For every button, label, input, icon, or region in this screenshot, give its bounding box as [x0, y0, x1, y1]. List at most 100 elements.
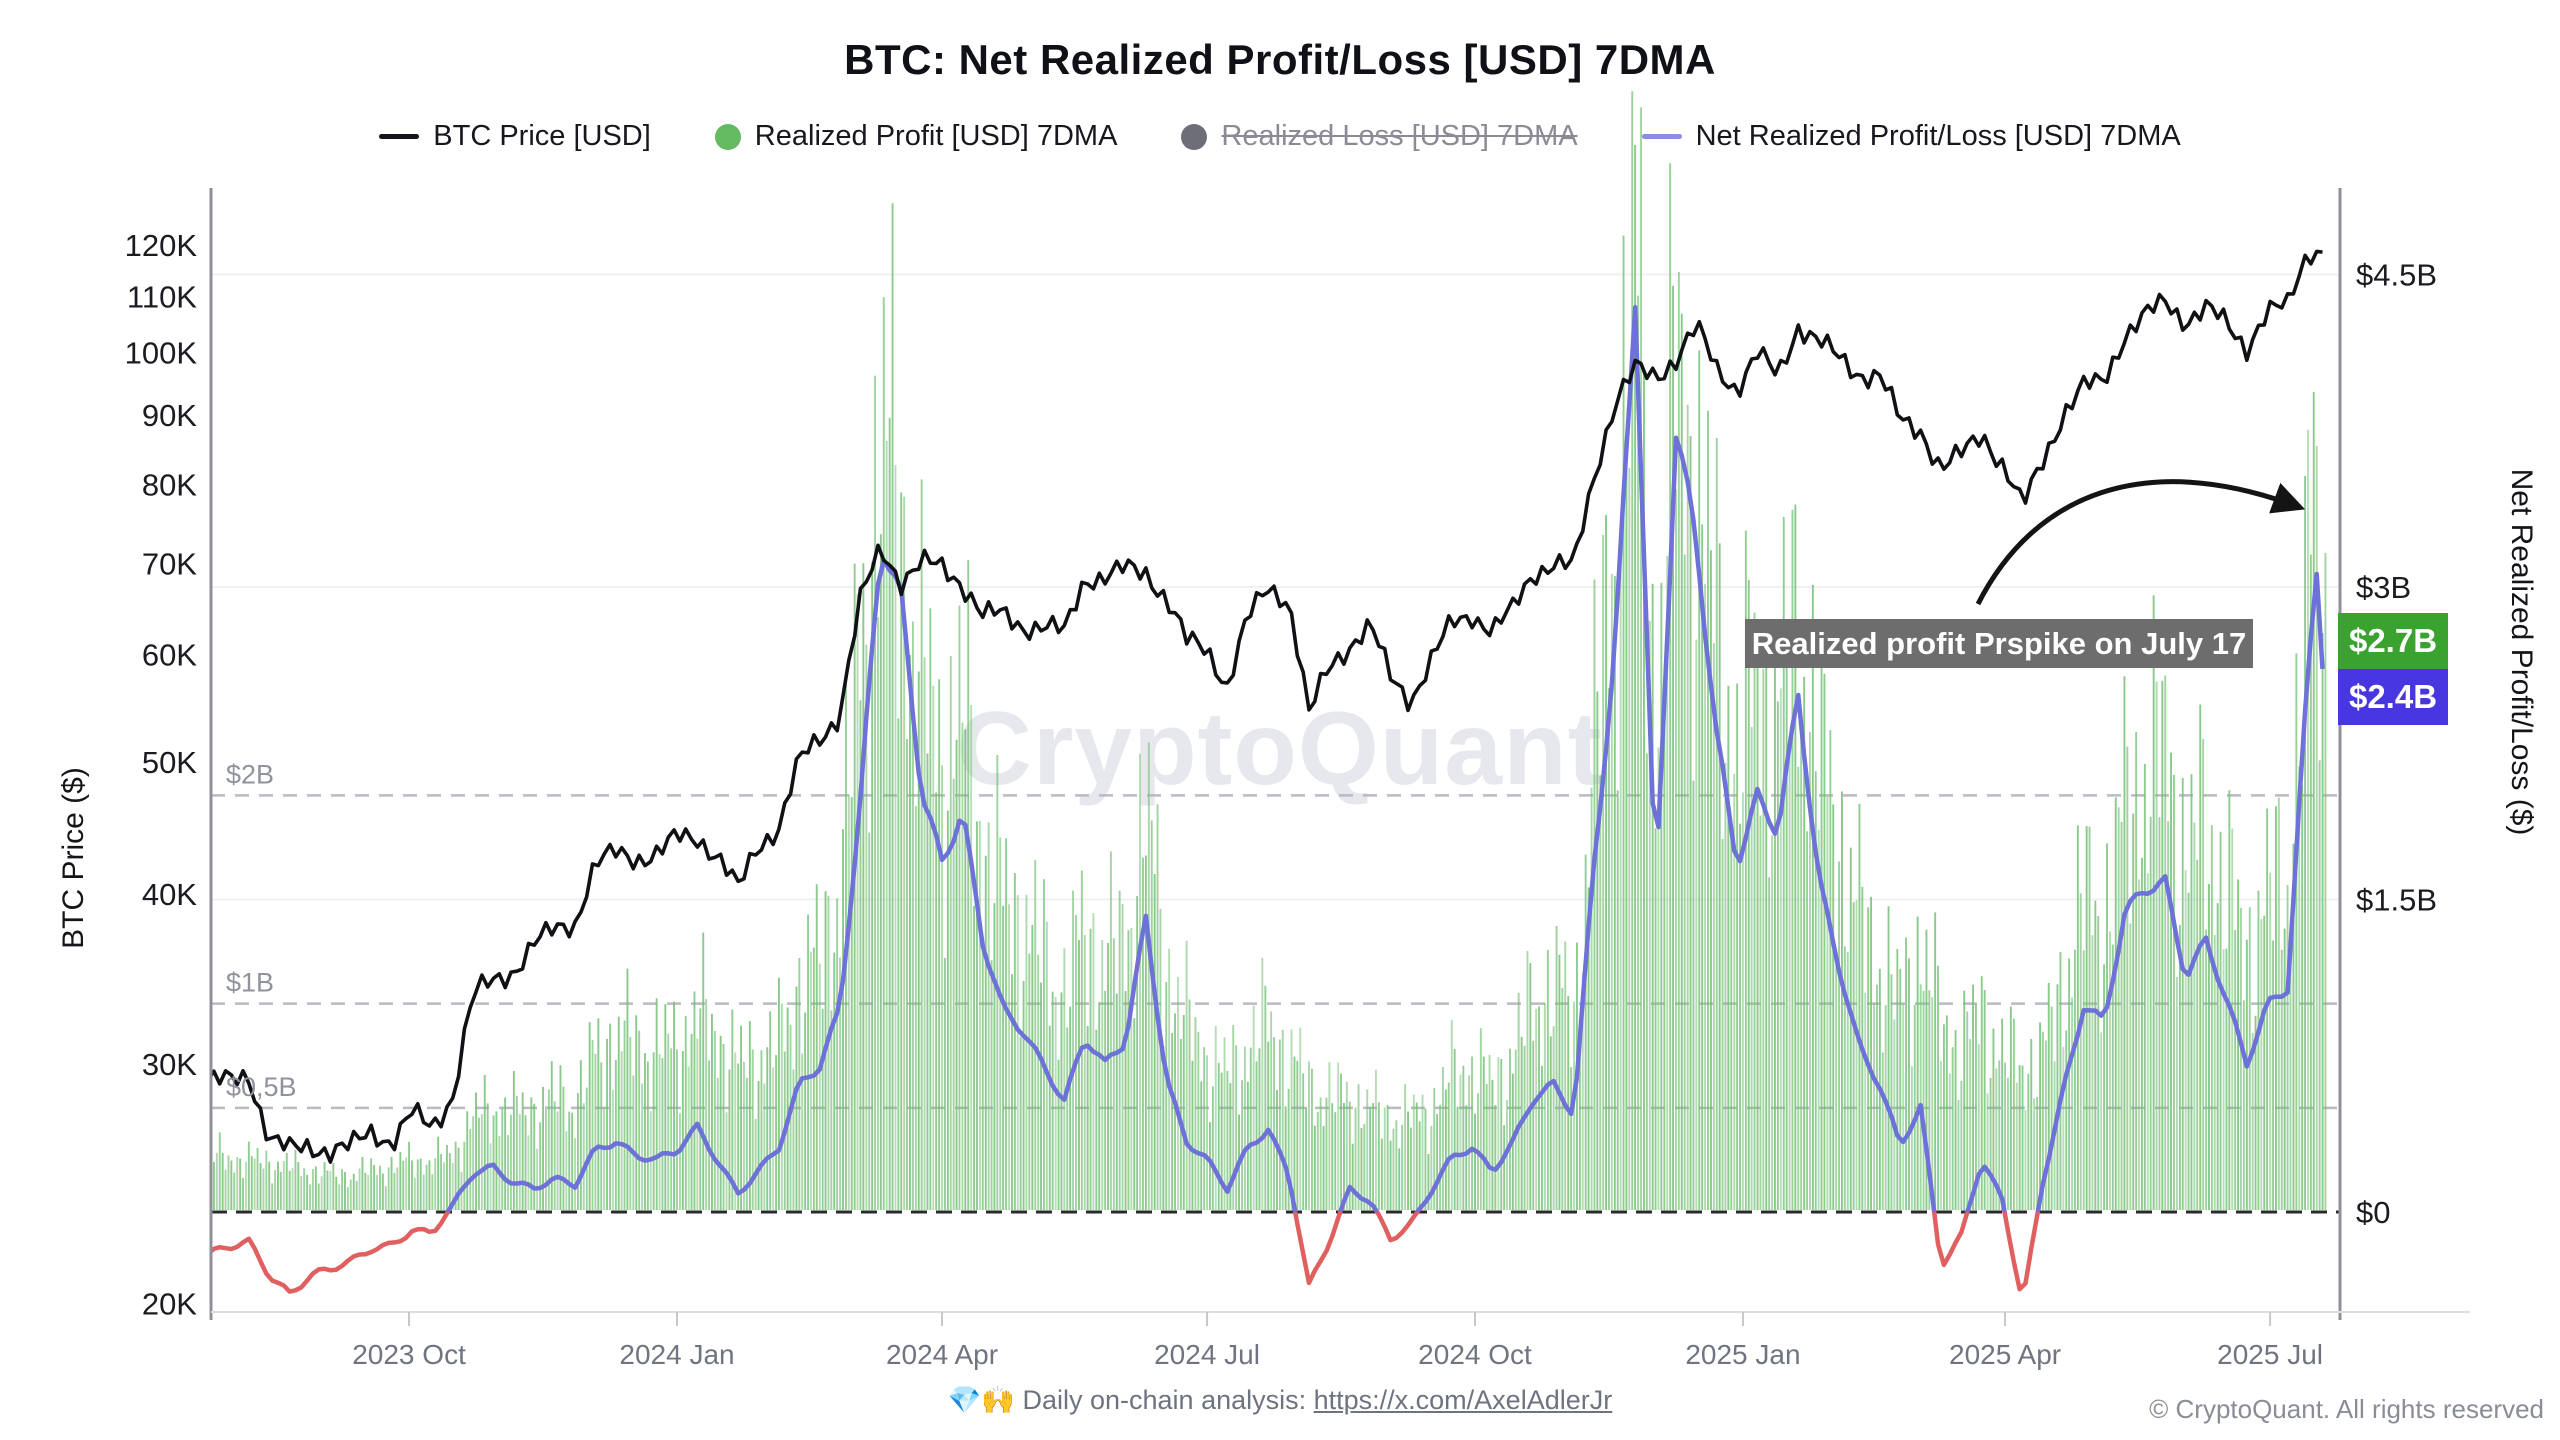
profit-bar	[425, 1164, 428, 1210]
profit-bar	[1541, 1065, 1543, 1210]
profit-bar	[1584, 854, 1587, 1210]
profit-bar	[250, 1156, 253, 1210]
profit-bar	[2091, 935, 2094, 1210]
profit-bar	[1235, 1045, 1238, 1210]
profit-bar	[303, 1168, 306, 1210]
profit-bar	[2044, 1040, 2047, 1210]
profit-bar	[2094, 900, 2097, 1210]
profit-bar	[1602, 534, 1605, 1210]
profit-bar	[1410, 1127, 1412, 1210]
profit-bar	[818, 963, 821, 1210]
page-title: BTC: Net Realized Profit/Loss [USD] 7DMA	[844, 36, 1716, 83]
legend-item-2[interactable]: Realized Loss [USD] 7DMA	[1181, 120, 1578, 153]
legend-item-3[interactable]: Net Realized Profit/Loss [USD] 7DMA	[1641, 120, 2181, 153]
profit-bar	[1331, 1103, 1334, 1210]
profit-bar	[1357, 1084, 1360, 1210]
plot-area[interactable]	[211, 130, 2340, 1312]
profit-bar	[227, 1155, 230, 1210]
profit-bar	[2257, 890, 2260, 1210]
profit-bar	[1377, 1102, 1380, 1210]
profit-bar	[1104, 990, 1107, 1210]
profit-bar	[2117, 807, 2120, 1210]
profit-bar	[693, 991, 696, 1210]
profit-bar	[1669, 163, 1672, 1210]
profit-bar	[1404, 1084, 1407, 1210]
profit-bar	[684, 1016, 687, 1210]
profit-bar	[734, 1052, 737, 1210]
profit-bar	[1532, 1040, 1535, 1210]
profit-bar	[2263, 915, 2266, 1210]
profit-bar	[1442, 1066, 1444, 1210]
profit-bar	[504, 1097, 507, 1210]
profit-bar	[393, 1172, 396, 1210]
profit-bar	[422, 1174, 425, 1210]
profit-bar	[411, 1160, 413, 1210]
profit-bar	[2307, 429, 2309, 1210]
legend-item-0[interactable]: BTC Price [USD]	[379, 120, 651, 153]
profit-bar	[1211, 1086, 1214, 1210]
profit-bar	[352, 1173, 355, 1210]
annotation-arrow	[1975, 479, 2306, 606]
profit-bar	[2033, 1098, 2036, 1210]
profit-bar	[2309, 554, 2312, 1210]
profit-bar	[1616, 790, 1619, 1210]
profit-bar	[1016, 895, 1019, 1210]
profit-bar	[2292, 843, 2295, 1210]
profit-bar	[635, 1015, 638, 1210]
profit-bar	[419, 1158, 422, 1210]
profit-bar	[1724, 763, 1727, 1210]
profit-bar	[1695, 639, 1698, 1210]
profit-bar	[1083, 935, 1086, 1210]
profit-bar	[1969, 1038, 1972, 1210]
profit-bar	[1383, 1107, 1386, 1210]
profit-bar	[2199, 704, 2202, 1210]
profit-bar	[2123, 676, 2126, 1210]
profit-bar	[1838, 861, 1840, 1210]
profit-bar	[1293, 1056, 1296, 1210]
profit-bar	[2210, 825, 2213, 1210]
profit-bar	[1101, 940, 1104, 1210]
profit-bar	[1380, 1138, 1383, 1210]
footer-analysis-link[interactable]: https://x.com/AxelAdlerJr	[1313, 1385, 1613, 1415]
profit-bar	[839, 957, 841, 1210]
profit-bar	[652, 1052, 655, 1210]
profit-bar	[2109, 931, 2111, 1210]
profit-bar	[1412, 1094, 1415, 1210]
profit-bar	[2001, 1018, 2004, 1210]
profit-bar	[1194, 1017, 1197, 1210]
profit-bar	[1858, 803, 1861, 1210]
profit-bar	[612, 1089, 614, 1210]
legend-item-1[interactable]: Realized Profit [USD] 7DMA	[714, 120, 1117, 153]
profit-bar	[2004, 1062, 2006, 1210]
profit-bar	[903, 496, 906, 1210]
profit-bar	[600, 1062, 603, 1210]
annotation-callout: Realized profit Prspike on July 17	[1745, 619, 2253, 668]
profit-bar	[2056, 984, 2059, 1210]
profit-bar	[288, 1170, 291, 1210]
profit-bar	[1913, 1004, 1916, 1210]
profit-bar	[2321, 633, 2324, 1210]
profit-bar	[221, 1152, 224, 1210]
legend-item-label: Realized Loss [USD] 7DMA	[1221, 120, 1577, 153]
profit-bar	[428, 1160, 431, 1210]
profit-bar	[1963, 990, 1966, 1210]
profit-bar	[1581, 972, 1584, 1210]
profit-bar	[1360, 1128, 1363, 1210]
profit-bar	[1992, 1028, 1995, 1210]
profit-bar	[2097, 916, 2100, 1210]
profit-bar	[215, 1152, 218, 1210]
profit-bar	[920, 479, 923, 1210]
profit-bar	[1817, 829, 1820, 1210]
profit-bar	[1287, 1088, 1290, 1210]
profit-bar	[1503, 1125, 1506, 1210]
profit-bar	[1232, 1025, 1235, 1210]
profit-bar	[1439, 1105, 1441, 1210]
profit-bar	[745, 1077, 748, 1210]
x-axis-tick-label: 2025 Jan	[1685, 1339, 1800, 1370]
profit-bar	[1264, 985, 1267, 1210]
profit-bar	[416, 1159, 419, 1210]
profit-bar	[2245, 939, 2248, 1210]
profit-bar	[1474, 1113, 1476, 1210]
profit-bar	[1220, 1072, 1223, 1210]
